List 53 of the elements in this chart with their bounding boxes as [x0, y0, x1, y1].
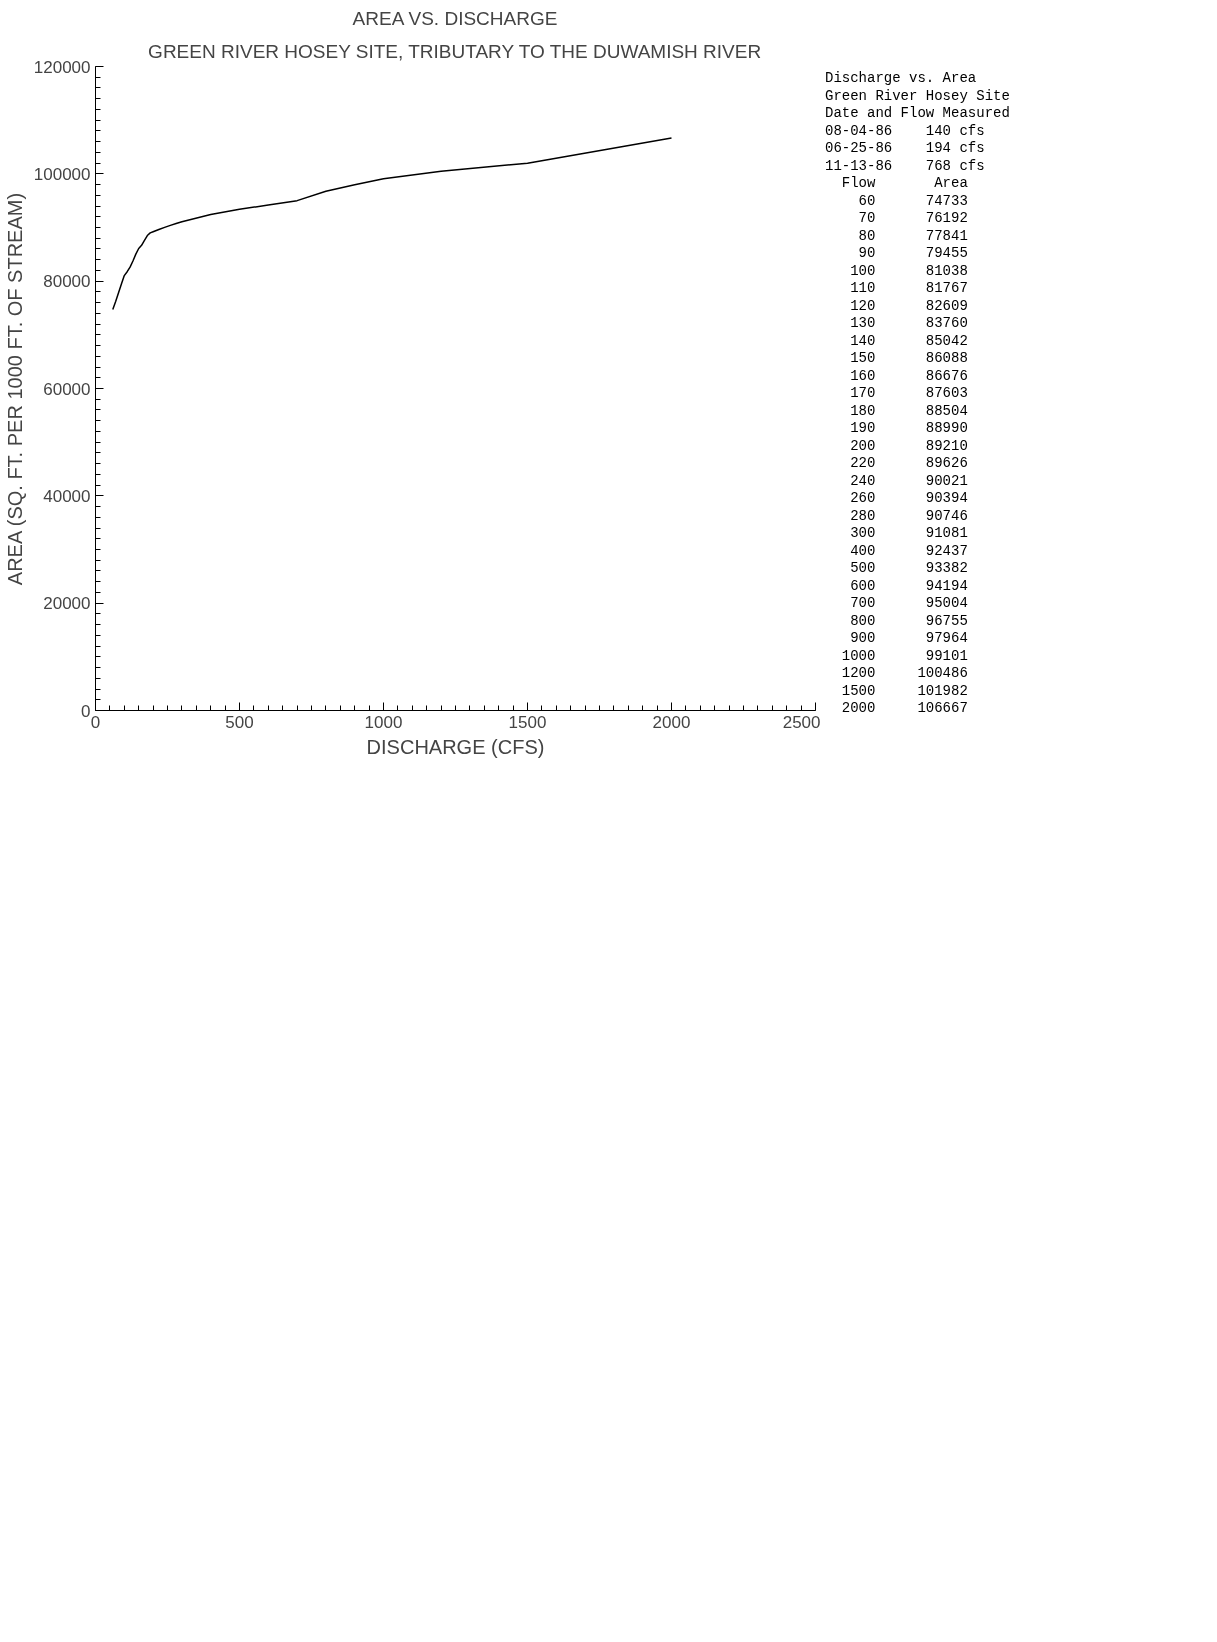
text: 240 90021: [850, 472, 968, 489]
text: 190 88990: [850, 420, 968, 436]
text: 2000 106667: [841, 700, 968, 716]
text: 1000 99101: [841, 647, 968, 664]
text: 170 87603: [850, 385, 968, 401]
text: 260 90394: [850, 490, 968, 506]
text: 11-13-86 768 cfs: [825, 157, 985, 174]
y-tick-label: 60000: [43, 379, 91, 399]
y-tick-label: 80000: [43, 272, 91, 292]
text: 180 88504: [850, 402, 968, 419]
chart-subtitle: GREEN RIVER HOSEY SITE, TRIBUTARY TO THE DUWAMISH RIVER: [148, 40, 762, 62]
text: 110 81767: [850, 280, 968, 296]
y-tick-label: 100000: [33, 164, 91, 184]
text: 300 91081: [850, 525, 968, 541]
text: 220 89626: [850, 455, 968, 471]
text: 1200 100486: [841, 665, 968, 681]
text: Discharge vs. Area: [825, 70, 977, 86]
text: 700 95004: [850, 595, 968, 611]
text: Date and Flow Measured: [825, 105, 1010, 121]
text: 70 76192: [858, 210, 968, 226]
x-tick-label: 2000: [652, 712, 691, 732]
text: 60 74733: [858, 192, 968, 209]
x-tick-label: 2500: [782, 712, 821, 732]
chart-title: AREA VS. DISCHARGE: [352, 7, 558, 29]
x-tick-label: 1500: [508, 712, 547, 732]
text: 80 77841: [858, 227, 968, 244]
y-tick-label: 20000: [43, 594, 91, 614]
x-axis-title: DISCHARGE (CFS): [366, 735, 545, 758]
text: 500 93382: [850, 560, 968, 576]
text: 900 97964: [850, 630, 968, 646]
x-tick-label: 500: [225, 712, 254, 732]
y-axis-title: AREA (SQ. FT. PER 1000 FT. OF STREAM): [3, 192, 26, 586]
text: 400 92437: [850, 542, 968, 559]
text: 800 96755: [850, 612, 968, 629]
text: 130 83760: [850, 315, 968, 331]
y-tick-label: 120000: [33, 57, 91, 77]
text: 1500 101982: [841, 682, 968, 699]
text: 280 90746: [850, 507, 968, 524]
text: 600 94194: [850, 577, 968, 594]
text: 06-25-86 194 cfs: [825, 140, 985, 156]
x-tick-label: 1000: [364, 712, 403, 732]
text: Flow Area: [841, 175, 968, 191]
text: 160 86676: [850, 367, 968, 384]
text: 90 79455: [858, 245, 968, 261]
text: 100 81038: [850, 262, 968, 279]
text: 120 82609: [850, 297, 968, 314]
text: 150 86088: [850, 350, 968, 366]
line-series: [112, 137, 673, 311]
y-tick-label: 40000: [43, 486, 91, 506]
text: Green River Hosey Site: [825, 87, 1010, 104]
text: 08-04-86 140 cfs: [825, 122, 985, 139]
text: 140 85042: [850, 332, 968, 349]
text: 200 89210: [850, 437, 968, 454]
